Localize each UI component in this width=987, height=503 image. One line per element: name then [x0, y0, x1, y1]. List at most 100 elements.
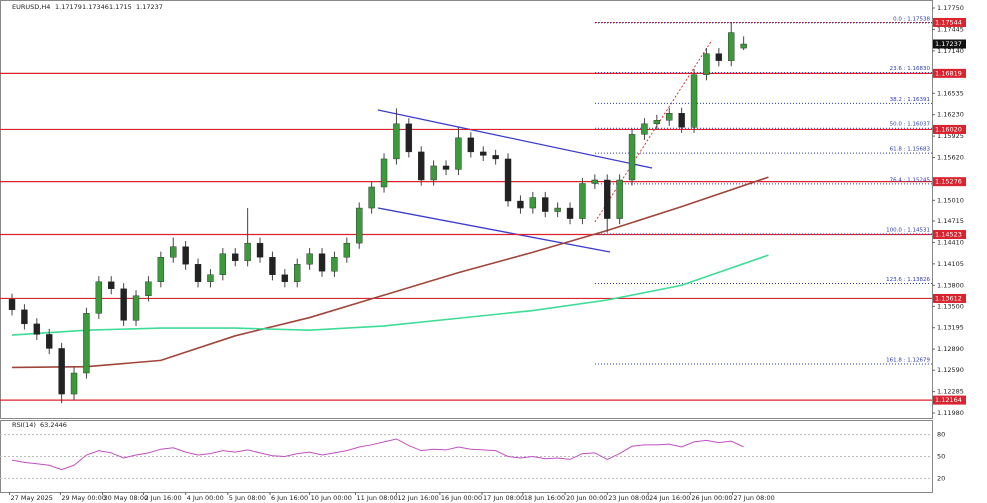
x-tick-label: 27 May 2025	[11, 494, 53, 502]
level-label: 1.13612	[935, 294, 962, 302]
candle-body	[703, 53, 710, 75]
candle-body	[256, 242, 264, 258]
level-box	[933, 17, 966, 27]
candle-body	[405, 123, 413, 153]
main-panel	[0, 0, 933, 419]
candle-body	[157, 256, 165, 282]
level-label: 1.16819	[935, 69, 962, 77]
candle-body	[504, 158, 512, 202]
candle-body	[318, 253, 326, 272]
candle-body	[194, 264, 202, 282]
fib-label: 23.6 : 1.16830	[890, 66, 931, 72]
candle-body	[591, 179, 599, 184]
candle-body	[529, 197, 537, 209]
y-tick-label: 1.13500	[937, 302, 964, 310]
y-tick-label: 1.11980	[937, 409, 964, 417]
y-tick-label: 1.14410	[937, 238, 964, 246]
candle-body	[554, 207, 561, 212]
candle-body	[269, 256, 276, 275]
candle-body	[566, 207, 574, 219]
candle-body	[132, 295, 140, 321]
candle-body	[728, 32, 735, 61]
candle-body	[653, 120, 661, 125]
level-box	[933, 68, 966, 78]
y-tick-label: 1.15925	[937, 132, 964, 140]
candle-body	[542, 197, 549, 212]
level-label: 1.12164	[935, 396, 962, 404]
level-box	[933, 124, 966, 134]
candle-body	[294, 264, 301, 282]
candle-body	[95, 281, 103, 314]
candle-body	[715, 53, 723, 61]
candle-body	[442, 165, 450, 170]
candle-body	[467, 137, 475, 153]
fib-label: 61.8 : 1.15683	[890, 147, 931, 153]
x-tick-label: 23 Jun 08:00	[608, 494, 649, 502]
x-tick-label: 17 Jun 08:00	[483, 494, 524, 502]
current-price: 1.17237	[935, 40, 962, 48]
x-tick-label: 29 May 00:00	[61, 494, 106, 502]
candle-body	[343, 242, 351, 258]
x-tick-label: 20 Jun 00:00	[566, 494, 607, 502]
y-tick-label: 1.17140	[937, 47, 964, 55]
channel-lower	[377, 207, 611, 253]
open: 1.17179	[55, 3, 82, 11]
x-tick-label: 11 Jun 08:00	[357, 494, 398, 502]
moving-average	[12, 176, 769, 369]
y-tick-label: 1.12285	[937, 388, 964, 396]
rsi-tick-label: 20	[937, 474, 945, 482]
rsi-title: RSI(14)	[12, 421, 36, 429]
candle-body	[108, 281, 115, 289]
y-tick-label: 1.16230	[937, 111, 964, 119]
symbol: EURUSD,H4	[12, 3, 50, 11]
rsi-value: 63.2446	[40, 421, 67, 429]
level-box	[933, 230, 966, 240]
drawings	[377, 39, 713, 253]
candle-body	[666, 113, 673, 121]
x-tick-label: 26 Jun 00:00	[691, 494, 732, 502]
candle-body	[58, 348, 65, 395]
candle-body	[46, 334, 53, 349]
candle-body	[219, 253, 227, 275]
x-tick-label: 5 Jun 08:00	[229, 494, 266, 502]
candle-body	[430, 165, 437, 181]
fib-label: 161.8 : 1.12679	[886, 357, 930, 363]
y-tick-label: 1.17445	[937, 25, 964, 33]
x-tick-label: 16 Jun 00:00	[441, 494, 482, 502]
candle-body	[281, 274, 289, 282]
candle-body	[678, 113, 685, 128]
candle-body	[368, 186, 375, 209]
level-label: 1.17544	[935, 18, 962, 26]
high: 1.17346	[82, 3, 109, 11]
candle-body	[480, 151, 487, 156]
price-box	[933, 39, 966, 49]
y-tick-label: 1.15010	[937, 196, 964, 204]
x-tick-label: 27 Jun 08:00	[733, 494, 774, 502]
candle-body	[356, 207, 363, 244]
rsi-line	[11, 438, 744, 471]
candle-body	[604, 179, 611, 219]
fib-label: 76.4 : 1.15245	[890, 177, 931, 183]
candle-body	[182, 246, 189, 265]
candle-body	[740, 43, 747, 49]
candle-body	[616, 179, 623, 219]
x-tick-label: 10 Jun 00:00	[311, 494, 352, 502]
level-box	[933, 293, 966, 303]
candle-body	[207, 274, 214, 282]
candle-body	[8, 299, 16, 311]
y-tick-label: 1.13800	[937, 281, 964, 289]
x-tick-label: 6 Jun 16:00	[271, 494, 308, 502]
fib-label: 123.6 : 1.13826	[886, 277, 930, 283]
candle-body	[170, 246, 177, 258]
x-tick-label: 30 May 08:00	[104, 494, 149, 502]
rsi-tick-label: 50	[937, 453, 945, 461]
fib-label: 50.0 : 1.16037	[890, 122, 931, 128]
candle-body	[628, 134, 636, 181]
fib-label: 38.2 : 1.16391	[890, 97, 930, 103]
channel-upper	[377, 109, 653, 169]
level-box	[933, 177, 966, 187]
fib-label: 0.0 : 1.17538	[893, 16, 930, 22]
y-tick-label: 1.17750	[937, 4, 964, 12]
moving-average	[11, 254, 769, 336]
level-box	[933, 395, 966, 405]
